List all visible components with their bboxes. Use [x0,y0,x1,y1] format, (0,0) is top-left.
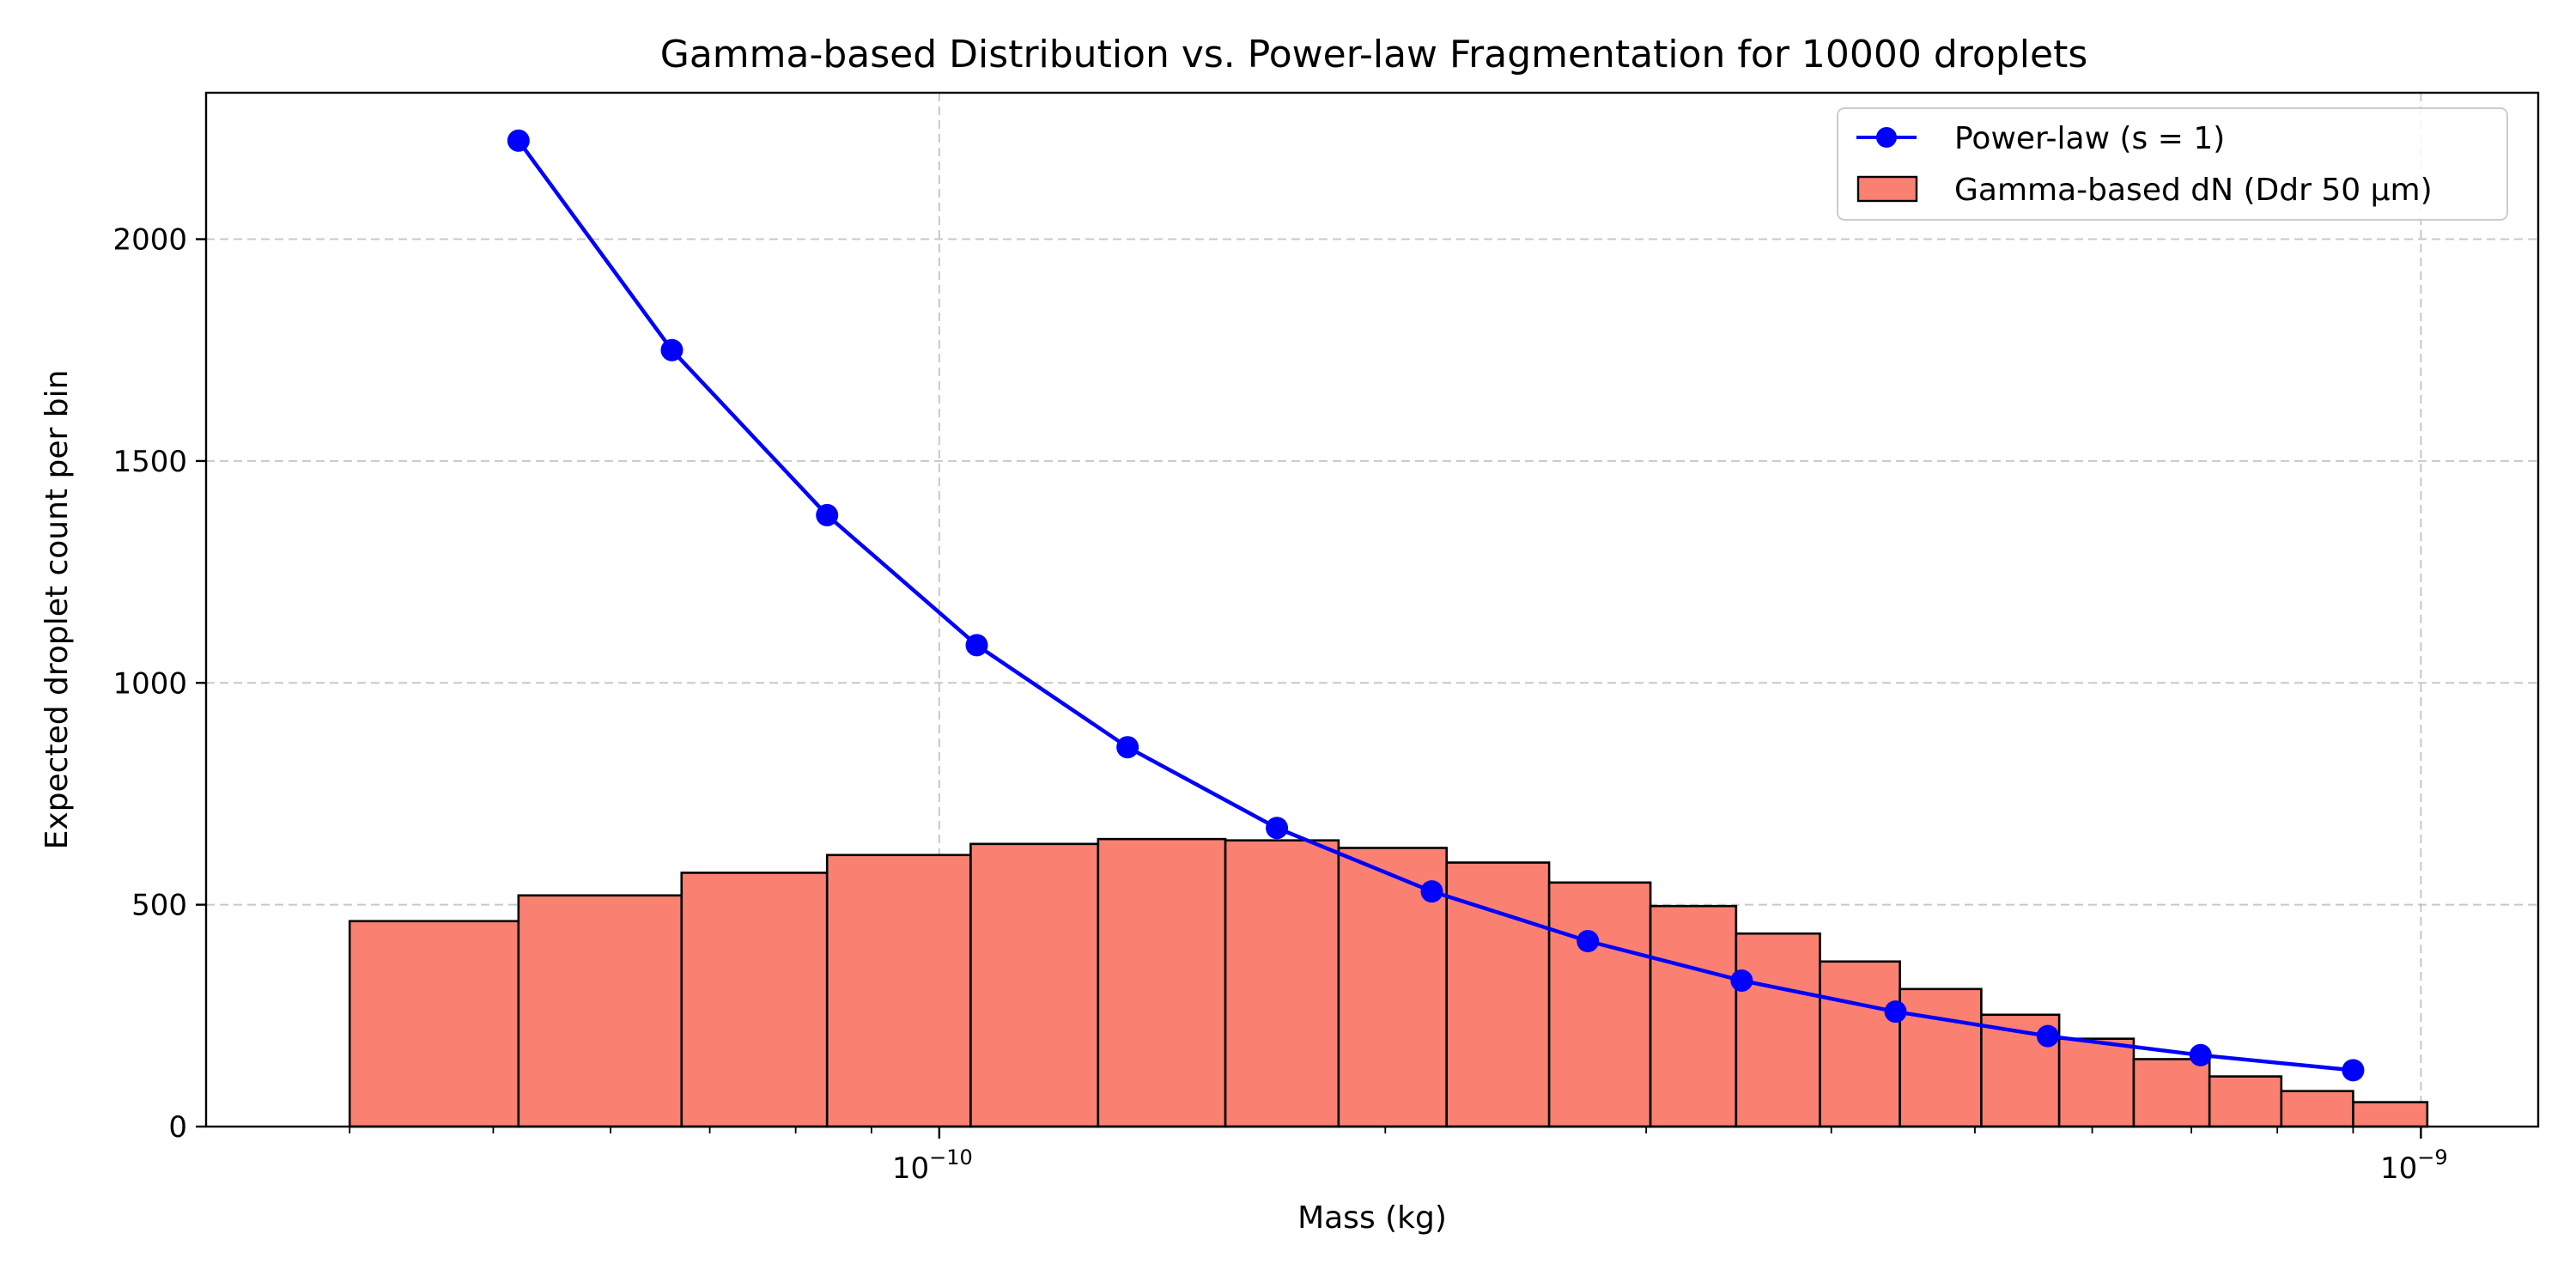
y-tick-label: 0 [168,1110,187,1145]
histogram-bar [680,872,829,1128]
x-tick-label: 10−10 [892,1145,973,1186]
y-tick-label: 1500 [112,445,187,479]
histogram-bar [825,854,972,1128]
x-tick-mantissa: 10 [2380,1151,2417,1186]
legend-label-power-law: Power-law (s = 1) [1954,121,2225,156]
histogram-bar [2057,1037,2136,1128]
y-tick-label: 2000 [112,223,187,258]
x-tick-exponent: −10 [929,1145,973,1170]
y-tick-label: 500 [131,889,187,923]
histogram-bar [2352,1101,2429,1128]
histogram-bar [2208,1075,2283,1128]
histogram-bar [348,920,520,1128]
legend-marker-swatch [1876,127,1897,148]
power-law-point [965,634,988,657]
histogram-bar [969,842,1100,1128]
histogram-bar [1547,881,1652,1128]
histogram-bars [348,837,2429,1128]
power-law-point [1116,736,1139,759]
histogram-bar [1097,837,1227,1128]
histogram-bar [1819,960,1901,1128]
histogram-bar [2280,1090,2354,1128]
histogram-bar [1649,904,1738,1128]
histogram-bar [1899,987,1983,1128]
histogram-bar [1735,932,1821,1128]
power-law-point [2342,1059,2365,1082]
histogram-bar [2132,1058,2211,1128]
x-tick-mantissa: 10 [892,1151,929,1186]
x-axis-label: Mass (kg) [1297,1200,1447,1236]
power-law-point [1730,969,1753,992]
x-tick-exponent: −9 [2417,1145,2447,1170]
power-law-point [2036,1024,2059,1048]
histogram-bar [1224,839,1340,1128]
legend-frame [1837,107,2508,221]
chart-title: Gamma-based Distribution vs. Power-law F… [660,33,2088,76]
legend: Power-law (s = 1) Gamma-based dN (Ddr 50… [1837,107,2508,221]
legend-label-gamma: Gamma-based dN (Ddr 50 µm) [1954,173,2433,208]
power-law-point [2189,1043,2212,1066]
histogram-bar [517,894,683,1128]
power-law-series [507,129,2365,1082]
power-law-point [507,129,530,152]
plot-frame [204,91,2540,1128]
power-law-point [816,503,839,526]
power-law-point [660,338,683,361]
power-law-point [1884,1000,1907,1024]
power-law-point [1577,930,1600,953]
x-tick-label: 10−9 [2380,1145,2448,1186]
power-law-point [1266,817,1289,840]
legend-bar-swatch [1856,175,1918,203]
y-axis-label: Expected droplet count per bin [39,370,75,850]
y-tick-label: 1000 [112,666,187,701]
power-law-point [1420,880,1443,903]
